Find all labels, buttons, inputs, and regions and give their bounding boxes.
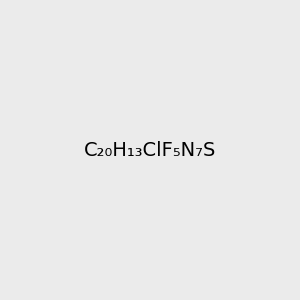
Text: C₂₀H₁₃ClF₅N₇S: C₂₀H₁₃ClF₅N₇S: [84, 140, 216, 160]
